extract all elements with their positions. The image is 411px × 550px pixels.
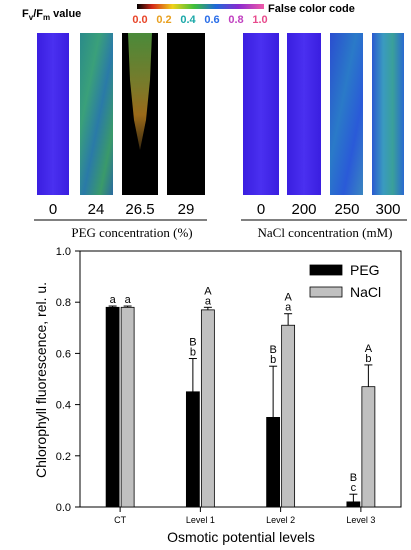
colorbar-tick-label: 1.0	[252, 14, 267, 26]
nacl-strip-200	[287, 33, 321, 195]
y-tick-label: 0.4	[56, 400, 71, 412]
peg-label-0: 0	[49, 201, 57, 218]
colorbar-tick-label: 0.4	[180, 14, 196, 26]
nacl-label-300: 300	[375, 201, 400, 218]
y-tick-label: 0.8	[56, 297, 71, 309]
x-axis-ticks: CT Level 1 Level 2 Level 3	[114, 507, 375, 525]
peg-strip-26-5	[122, 33, 158, 195]
colorbar-tick-label: 0.8	[228, 14, 243, 26]
significance-letter-lower: b	[270, 354, 276, 366]
peg-label-29: 29	[178, 201, 195, 218]
x-tick-label: Level 1	[186, 515, 215, 525]
colorbar-ticks: 0.0 0.2 0.4 0.6 0.8 1.0	[132, 14, 267, 26]
bar	[266, 416, 281, 508]
bar	[120, 306, 135, 508]
peg-label-26-5: 26.5	[125, 201, 154, 218]
y-tick-label: 0.2	[56, 451, 71, 463]
significance-letter-upper: B	[269, 344, 276, 356]
significance-letter-lower: b	[190, 347, 196, 359]
significance-letter-upper: A	[365, 343, 373, 355]
false-color-label: False color code	[268, 3, 355, 15]
nacl-caption: NaCl concentration (mM)	[257, 225, 392, 240]
bar	[361, 386, 376, 508]
nacl-label-0: 0	[257, 201, 265, 218]
peg-caption: PEG concentration (%)	[71, 225, 192, 240]
nacl-strip-300	[372, 33, 404, 195]
error-bars	[108, 305, 373, 502]
nacl-label-200: 200	[291, 201, 316, 218]
significance-letter-lower: a	[205, 295, 212, 307]
legend: PEG NaCl	[309, 262, 381, 300]
significance-letter-upper: B	[350, 472, 357, 484]
x-tick-label: Level 2	[266, 515, 295, 525]
x-axis-label: Osmotic potential levels	[167, 529, 315, 545]
colorbar-tick-label: 0.2	[156, 14, 171, 26]
bar-chart: 0.0 0.2 0.4 0.6 0.8 1.0 CT Level 1 Level 2 Level…	[33, 246, 402, 545]
nacl-label-250: 250	[334, 201, 359, 218]
bars	[105, 306, 376, 508]
bar	[105, 306, 120, 508]
significance-letter-upper: B	[189, 337, 196, 349]
significance-letter-upper: A	[204, 285, 212, 297]
plot-frame	[79, 250, 402, 508]
bar	[346, 501, 361, 508]
significance-letter-lower: a	[110, 294, 117, 306]
x-tick-label: Level 3	[346, 515, 375, 525]
y-axis-ticks: 0.0 0.2 0.4 0.6 0.8 1.0	[56, 246, 80, 514]
significance-letter-lower: c	[351, 482, 357, 494]
significance-letter-lower: a	[125, 294, 132, 306]
colorbar-tick-label: 0.0	[132, 14, 147, 26]
bar	[281, 324, 296, 508]
significance-letter-lower: a	[285, 302, 292, 314]
svg-text:Fv/Fm value: Fv/Fm value	[22, 8, 81, 22]
legend-label: NaCl	[350, 284, 381, 300]
bar	[200, 309, 215, 508]
colorbar	[137, 4, 264, 9]
legend-swatch	[309, 264, 343, 276]
y-tick-label: 1.0	[56, 246, 71, 258]
nacl-strip-0	[243, 33, 279, 195]
legend-swatch	[309, 286, 343, 298]
peg-label-24: 24	[88, 201, 105, 218]
colorbar-tick-label: 0.6	[204, 14, 219, 26]
nacl-strip-250	[330, 33, 363, 195]
nacl-strip-labels: 0 200 250 300	[257, 201, 401, 218]
significance-letter-lower: b	[365, 353, 371, 365]
peg-strip-labels: 0 24 26.5 29	[49, 201, 195, 218]
bar	[185, 391, 200, 508]
peg-strip-24	[80, 33, 113, 195]
x-tick-label: CT	[114, 515, 126, 525]
y-tick-label: 0.0	[56, 502, 71, 514]
peg-strip-29	[167, 33, 205, 195]
significance-letter-upper: A	[284, 292, 292, 304]
peg-strip-0	[37, 33, 69, 195]
legend-label: PEG	[350, 262, 380, 278]
y-axis-label: Chlorophyll fluorescence, rel. u.	[33, 282, 49, 478]
y-tick-label: 0.6	[56, 348, 71, 360]
fvfm-label: Fv/Fm value	[22, 8, 81, 22]
